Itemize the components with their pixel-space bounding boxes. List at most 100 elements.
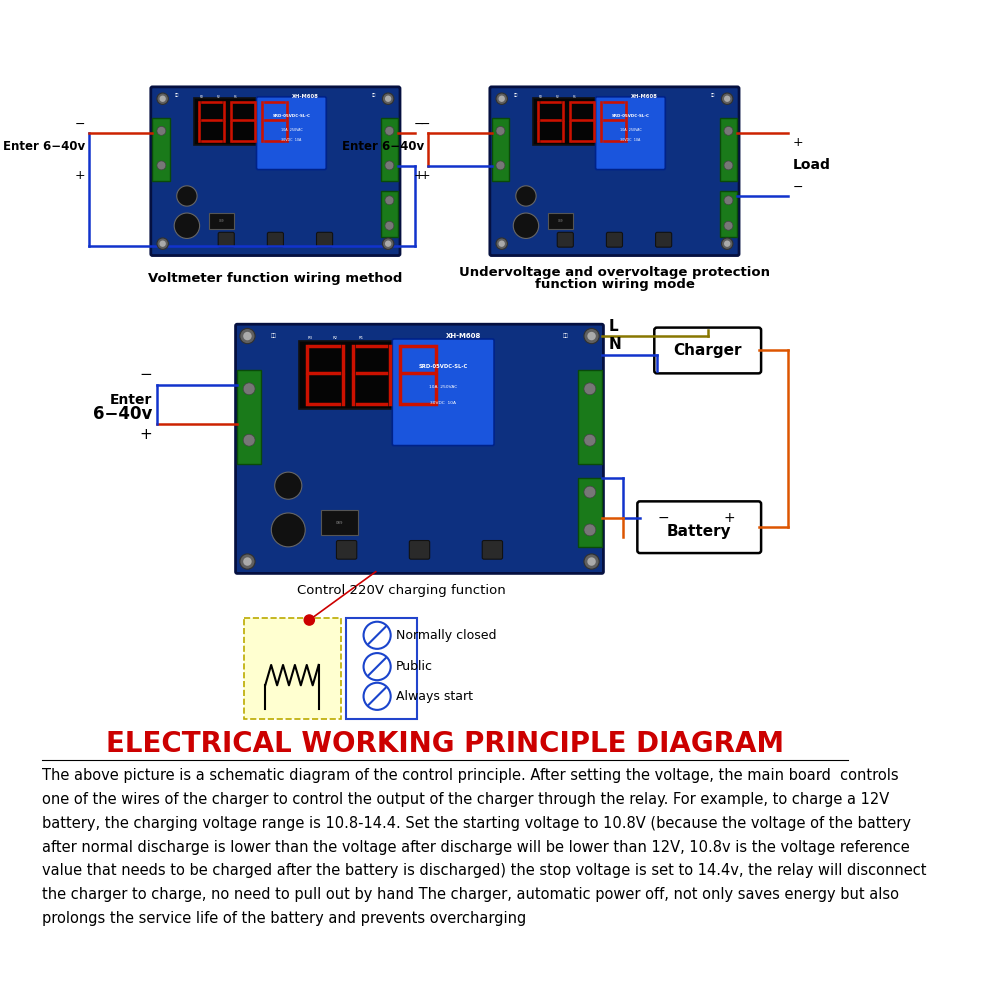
Text: R3: R3 bbox=[200, 95, 204, 99]
Bar bbox=[578, 370, 602, 464]
Circle shape bbox=[584, 328, 599, 344]
Circle shape bbox=[157, 161, 166, 170]
FancyBboxPatch shape bbox=[637, 501, 761, 553]
Circle shape bbox=[159, 240, 166, 247]
Text: 30VDC  10A: 30VDC 10A bbox=[430, 401, 456, 405]
Text: 输出: 输出 bbox=[711, 94, 715, 98]
FancyBboxPatch shape bbox=[218, 232, 234, 247]
Text: 089: 089 bbox=[219, 219, 224, 223]
Bar bbox=[720, 118, 737, 181]
FancyBboxPatch shape bbox=[151, 87, 400, 256]
Text: +: + bbox=[792, 136, 803, 149]
Text: Normally closed: Normally closed bbox=[396, 629, 496, 642]
Text: Battery: Battery bbox=[667, 524, 732, 539]
Text: battery, the charging voltage range is 10.8-14.4. Set the starting voltage to 10: battery, the charging voltage range is 1… bbox=[42, 816, 911, 831]
Text: −: − bbox=[414, 118, 425, 131]
Text: Enter: Enter bbox=[110, 393, 152, 407]
Text: +: + bbox=[414, 169, 425, 182]
Circle shape bbox=[724, 126, 733, 135]
Circle shape bbox=[271, 513, 305, 547]
Text: 电源: 电源 bbox=[514, 94, 518, 98]
Text: SRD-05VDC-SL-C: SRD-05VDC-SL-C bbox=[419, 364, 468, 369]
Text: Enter 6−40v: Enter 6−40v bbox=[3, 140, 86, 153]
Text: L: L bbox=[609, 319, 618, 334]
Text: SRD-05VDC-SL-C: SRD-05VDC-SL-C bbox=[611, 114, 649, 118]
Circle shape bbox=[587, 332, 596, 340]
FancyBboxPatch shape bbox=[317, 232, 333, 247]
Circle shape bbox=[496, 238, 507, 249]
Circle shape bbox=[364, 683, 391, 710]
Bar bbox=[492, 118, 509, 181]
Circle shape bbox=[724, 96, 730, 102]
Bar bbox=[194, 98, 293, 145]
Circle shape bbox=[584, 434, 596, 446]
Text: The above picture is a schematic diagram of the control principle. After setting: The above picture is a schematic diagram… bbox=[42, 768, 899, 783]
Circle shape bbox=[499, 96, 505, 102]
Circle shape bbox=[243, 383, 255, 395]
FancyBboxPatch shape bbox=[409, 541, 430, 559]
Text: 电源: 电源 bbox=[175, 94, 179, 98]
Bar bbox=[321, 510, 358, 535]
Text: −: − bbox=[419, 118, 430, 131]
Text: −: − bbox=[140, 367, 152, 382]
Text: XH-M608: XH-M608 bbox=[291, 94, 318, 99]
Bar bbox=[209, 213, 234, 229]
Circle shape bbox=[496, 161, 505, 170]
Text: after normal discharge is lower than the voltage after discharge will be lower t: after normal discharge is lower than the… bbox=[42, 840, 910, 855]
Circle shape bbox=[516, 186, 536, 206]
Text: the charger to charge, no need to pull out by hand The charger, automatic power : the charger to charge, no need to pull o… bbox=[42, 887, 899, 902]
Circle shape bbox=[364, 653, 391, 680]
Text: 6−40v: 6−40v bbox=[93, 405, 152, 423]
Text: 电源: 电源 bbox=[271, 333, 277, 338]
FancyBboxPatch shape bbox=[656, 232, 672, 247]
Text: Always start: Always start bbox=[396, 690, 473, 703]
Circle shape bbox=[496, 126, 505, 135]
FancyBboxPatch shape bbox=[346, 618, 417, 719]
Text: R1: R1 bbox=[234, 95, 238, 99]
Bar bbox=[381, 118, 398, 181]
Text: 10A  250VAC: 10A 250VAC bbox=[281, 128, 302, 132]
Bar bbox=[548, 213, 573, 229]
Text: Load: Load bbox=[792, 158, 830, 172]
Circle shape bbox=[724, 196, 733, 205]
Text: −: − bbox=[792, 180, 803, 193]
Text: R3: R3 bbox=[539, 95, 543, 99]
Circle shape bbox=[584, 524, 596, 536]
Circle shape bbox=[159, 96, 166, 102]
FancyBboxPatch shape bbox=[256, 97, 326, 170]
Bar bbox=[381, 191, 398, 237]
Circle shape bbox=[584, 383, 596, 395]
Circle shape bbox=[157, 126, 166, 135]
Text: +: + bbox=[723, 511, 735, 525]
Circle shape bbox=[364, 622, 391, 649]
FancyBboxPatch shape bbox=[482, 541, 503, 559]
Circle shape bbox=[584, 554, 599, 569]
Text: 30VDC  10A: 30VDC 10A bbox=[281, 138, 302, 142]
FancyBboxPatch shape bbox=[336, 541, 357, 559]
Text: XH-M608: XH-M608 bbox=[631, 94, 657, 99]
Text: Charger: Charger bbox=[673, 343, 742, 358]
FancyBboxPatch shape bbox=[392, 339, 494, 446]
Text: R2: R2 bbox=[333, 336, 338, 340]
Text: value that needs to be charged after the battery is discharged) the stop voltage: value that needs to be charged after the… bbox=[42, 863, 927, 878]
FancyBboxPatch shape bbox=[236, 324, 603, 573]
Circle shape bbox=[157, 238, 168, 249]
Circle shape bbox=[382, 93, 394, 104]
Text: R1: R1 bbox=[359, 336, 364, 340]
Circle shape bbox=[243, 434, 255, 446]
Circle shape bbox=[174, 213, 200, 238]
Circle shape bbox=[496, 93, 507, 104]
Text: R2: R2 bbox=[217, 95, 221, 99]
Text: 089: 089 bbox=[558, 219, 563, 223]
Circle shape bbox=[721, 93, 733, 104]
FancyBboxPatch shape bbox=[244, 618, 341, 719]
Circle shape bbox=[499, 240, 505, 247]
Text: N: N bbox=[609, 337, 621, 352]
Text: −: − bbox=[75, 118, 86, 131]
Circle shape bbox=[243, 557, 252, 566]
FancyBboxPatch shape bbox=[596, 97, 665, 170]
Circle shape bbox=[724, 221, 733, 230]
Text: 10A  250VAC: 10A 250VAC bbox=[429, 385, 457, 389]
Text: XH-M608: XH-M608 bbox=[446, 333, 481, 339]
Circle shape bbox=[382, 238, 394, 249]
